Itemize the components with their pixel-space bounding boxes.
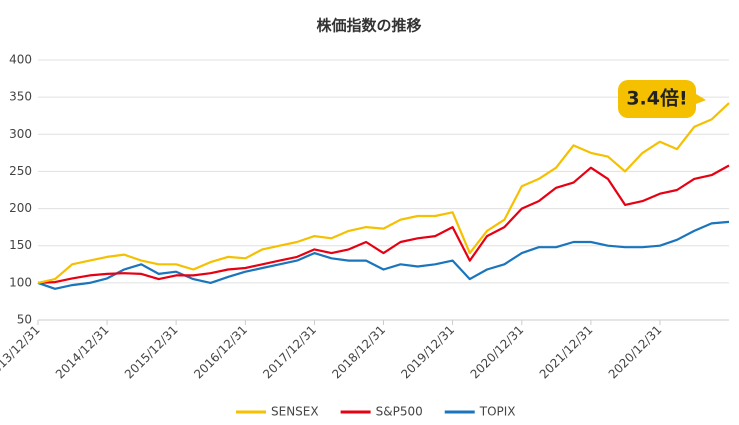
- legend-label: S&P500: [376, 405, 423, 419]
- x-tick-label: 2020/12/31: [468, 323, 527, 382]
- x-tick-label: 2015/12/31: [122, 323, 181, 382]
- line-series: [37, 220, 730, 290]
- x-tick-label: 2013/12/31: [0, 323, 43, 382]
- y-tick-label: 250: [9, 164, 32, 178]
- line-series: [37, 164, 730, 284]
- x-tick-label: 2021/12/31: [537, 323, 596, 382]
- legend-label: SENSEX: [271, 405, 319, 419]
- annotation: 3.4倍!: [626, 87, 687, 110]
- y-tick-label: 200: [9, 201, 32, 215]
- legend-label: TOPIX: [479, 405, 516, 419]
- chart-title: 株価指数の推移: [316, 17, 421, 35]
- x-tick-label: 2016/12/31: [191, 323, 250, 382]
- y-tick-label: 50: [17, 313, 32, 327]
- x-tick-label: 2020/12/31: [606, 323, 665, 382]
- x-tick-label: 2019/12/31: [398, 323, 457, 382]
- x-tick-label: 2018/12/31: [329, 323, 388, 382]
- y-tick-label: 350: [9, 90, 32, 104]
- line-series: [37, 102, 730, 284]
- y-tick-label: 400: [9, 53, 32, 67]
- y-tick-label: 150: [9, 238, 32, 252]
- y-tick-label: 100: [9, 275, 32, 289]
- x-tick-label: 2017/12/31: [260, 323, 319, 382]
- y-tick-label: 300: [9, 127, 32, 141]
- callout: [618, 80, 706, 118]
- x-tick-label: 2014/12/31: [53, 323, 112, 382]
